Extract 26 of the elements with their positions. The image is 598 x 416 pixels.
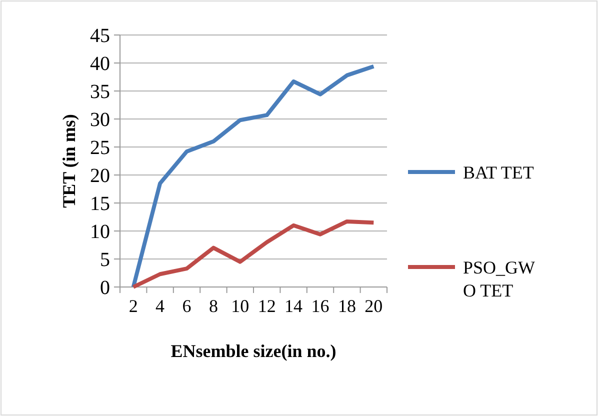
x-tick-label: 4 (156, 296, 165, 316)
x-tick-label: 2 (128, 296, 138, 316)
x-tick-label: 18 (338, 296, 356, 316)
y-axis-title: TET (in ms) (59, 114, 79, 208)
y-tick-label: 5 (100, 249, 110, 271)
x-tick-label: 16 (311, 296, 330, 316)
y-tick-label: 45 (90, 25, 110, 47)
y-tick-label: 15 (90, 193, 110, 215)
x-tick-label: 8 (208, 296, 218, 316)
y-tick-label: 35 (90, 81, 110, 103)
y-tick-label: 10 (90, 221, 110, 243)
x-axis-title: ENsemble size(in no.) (170, 341, 336, 361)
y-tick-label: 40 (90, 53, 110, 75)
x-tick-label: 6 (182, 296, 192, 316)
line-series (131, 64, 376, 289)
x-tick-label: 20 (364, 296, 383, 316)
legend-label: BAT TET (463, 162, 534, 182)
y-tick-label: 20 (90, 165, 110, 187)
line-series (131, 219, 376, 289)
y-tick-label: 25 (90, 137, 110, 159)
y-tick-label: 30 (90, 109, 110, 131)
y-tick-label: 0 (100, 277, 110, 299)
x-tick-label: 12 (258, 296, 276, 316)
legend-label: PSO_GWO TET (463, 257, 536, 301)
x-tick-label: 10 (231, 296, 250, 316)
x-tick-label: 14 (284, 296, 303, 316)
